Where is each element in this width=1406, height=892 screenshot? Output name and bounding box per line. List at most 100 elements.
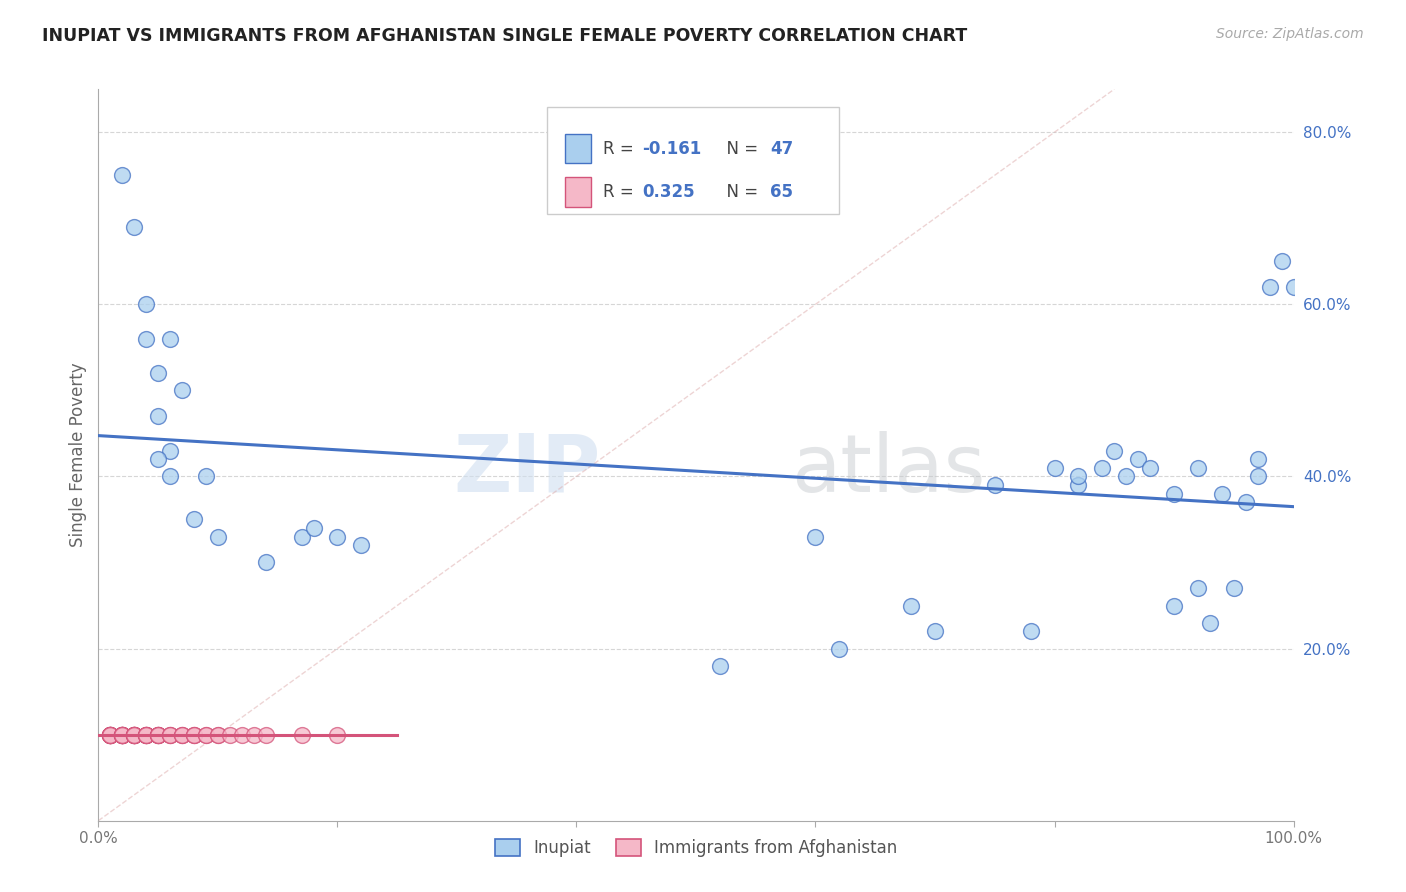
Point bbox=[291, 728, 314, 742]
Point bbox=[207, 728, 229, 742]
Point bbox=[195, 469, 218, 483]
Point bbox=[1271, 254, 1294, 268]
Point bbox=[124, 728, 146, 742]
Point bbox=[1187, 582, 1209, 596]
Point bbox=[111, 728, 134, 742]
FancyBboxPatch shape bbox=[565, 134, 591, 163]
Point bbox=[148, 409, 170, 424]
Point bbox=[1258, 280, 1281, 294]
Point bbox=[804, 530, 827, 544]
Point bbox=[111, 168, 134, 182]
Point bbox=[159, 332, 181, 346]
Point bbox=[207, 530, 229, 544]
Point bbox=[148, 728, 170, 742]
Point bbox=[1247, 469, 1270, 483]
Point bbox=[124, 728, 146, 742]
Point bbox=[1019, 624, 1042, 639]
Point bbox=[111, 728, 134, 742]
Point bbox=[183, 728, 205, 742]
Point bbox=[111, 728, 134, 742]
Point bbox=[231, 728, 253, 742]
Point bbox=[124, 728, 146, 742]
Point bbox=[183, 728, 205, 742]
Text: R =: R = bbox=[603, 140, 638, 158]
Point bbox=[172, 728, 194, 742]
Point bbox=[350, 538, 373, 552]
Point bbox=[1067, 478, 1090, 492]
Point bbox=[1223, 582, 1246, 596]
Point bbox=[124, 728, 146, 742]
Point bbox=[1234, 495, 1257, 509]
Point bbox=[124, 728, 146, 742]
Point bbox=[111, 728, 134, 742]
Point bbox=[135, 728, 157, 742]
Text: Source: ZipAtlas.com: Source: ZipAtlas.com bbox=[1216, 27, 1364, 41]
Point bbox=[1163, 486, 1185, 500]
Point bbox=[254, 728, 277, 742]
Point bbox=[172, 728, 194, 742]
Point bbox=[98, 728, 122, 742]
Y-axis label: Single Female Poverty: Single Female Poverty bbox=[69, 363, 87, 547]
Point bbox=[98, 728, 122, 742]
Text: R =: R = bbox=[603, 183, 638, 201]
Point bbox=[1163, 599, 1185, 613]
Point bbox=[159, 728, 181, 742]
Point bbox=[124, 219, 146, 234]
Point bbox=[984, 478, 1007, 492]
Point bbox=[98, 728, 122, 742]
Point bbox=[124, 728, 146, 742]
Point bbox=[1067, 469, 1090, 483]
Point bbox=[159, 728, 181, 742]
Point bbox=[1043, 460, 1066, 475]
Point bbox=[148, 728, 170, 742]
Point bbox=[135, 728, 157, 742]
Text: INUPIAT VS IMMIGRANTS FROM AFGHANISTAN SINGLE FEMALE POVERTY CORRELATION CHART: INUPIAT VS IMMIGRANTS FROM AFGHANISTAN S… bbox=[42, 27, 967, 45]
Point bbox=[709, 658, 731, 673]
Point bbox=[1282, 280, 1305, 294]
Point bbox=[243, 728, 266, 742]
Text: N =: N = bbox=[716, 140, 763, 158]
Point bbox=[148, 728, 170, 742]
Point bbox=[207, 728, 229, 742]
Point bbox=[124, 728, 146, 742]
Point bbox=[135, 728, 157, 742]
Point bbox=[98, 728, 122, 742]
Point bbox=[98, 728, 122, 742]
Point bbox=[172, 728, 194, 742]
Point bbox=[135, 728, 157, 742]
Point bbox=[326, 728, 349, 742]
Point bbox=[111, 728, 134, 742]
Point bbox=[172, 384, 194, 398]
Point bbox=[148, 728, 170, 742]
Point bbox=[195, 728, 218, 742]
Point bbox=[135, 297, 157, 311]
Point bbox=[98, 728, 122, 742]
Point bbox=[111, 728, 134, 742]
Point bbox=[148, 728, 170, 742]
Point bbox=[1211, 486, 1233, 500]
Point bbox=[98, 728, 122, 742]
Point bbox=[124, 728, 146, 742]
Text: N =: N = bbox=[716, 183, 763, 201]
Point bbox=[98, 728, 122, 742]
Text: -0.161: -0.161 bbox=[643, 140, 702, 158]
FancyBboxPatch shape bbox=[565, 178, 591, 207]
Point bbox=[302, 521, 325, 535]
Point bbox=[135, 728, 157, 742]
Point bbox=[254, 556, 277, 570]
Point bbox=[111, 728, 134, 742]
Text: 65: 65 bbox=[770, 183, 793, 201]
Point bbox=[219, 728, 242, 742]
Point bbox=[1115, 469, 1137, 483]
Point bbox=[148, 452, 170, 467]
Point bbox=[900, 599, 922, 613]
Text: atlas: atlas bbox=[792, 431, 986, 508]
Point bbox=[111, 728, 134, 742]
Point bbox=[828, 641, 851, 656]
Point bbox=[111, 728, 134, 742]
Text: 47: 47 bbox=[770, 140, 793, 158]
Point bbox=[1128, 452, 1150, 467]
Point bbox=[98, 728, 122, 742]
Point bbox=[124, 728, 146, 742]
Point bbox=[1091, 460, 1114, 475]
